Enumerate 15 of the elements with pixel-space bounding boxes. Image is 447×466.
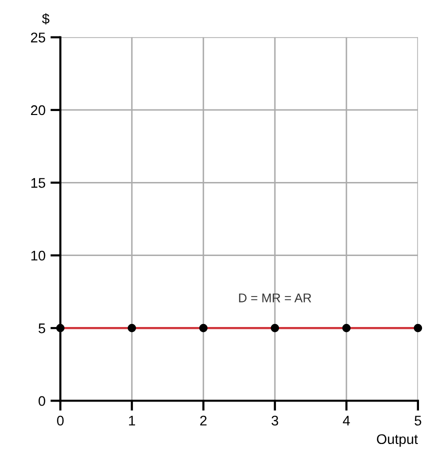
- y-axis-title: $: [42, 13, 50, 24]
- x-tick-label: 3: [272, 416, 278, 426]
- y-tick-label: 15: [31, 178, 46, 188]
- y-tick-label: 0: [38, 396, 46, 406]
- y-tick-label: 20: [31, 105, 46, 116]
- x-tick-label: 0: [57, 416, 64, 426]
- y-tick-label: 5: [38, 324, 46, 334]
- x-tick-label: 2: [200, 416, 207, 426]
- y-tick-label: 10: [31, 250, 46, 261]
- x-axis-title: Output: [376, 434, 418, 447]
- y-tick-label: 25: [31, 32, 46, 42]
- text: D = MR = AR: [239, 294, 312, 302]
- x-tick-label: 1: [129, 416, 136, 426]
- x-tick-label: 5: [414, 416, 422, 426]
- x-tick-label: 4: [342, 416, 350, 426]
